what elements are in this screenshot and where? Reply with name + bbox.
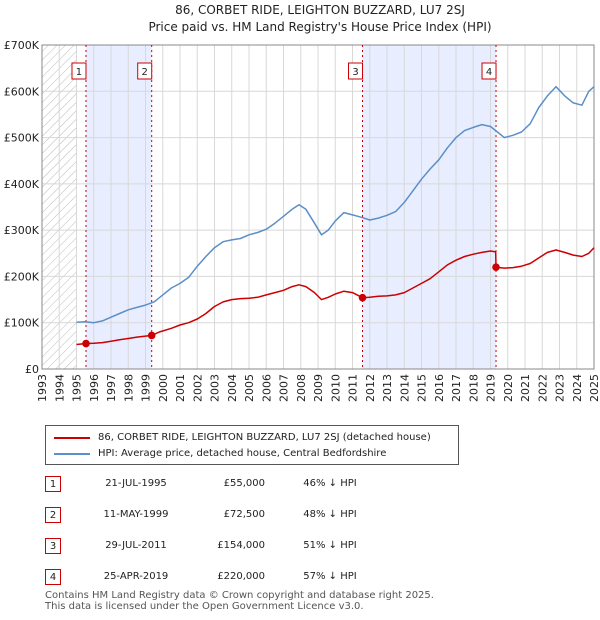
table-row: 2 11-MAY-1999 £72,500 48% ↓ HPI bbox=[45, 499, 425, 530]
sale-point bbox=[358, 293, 367, 302]
x-tick-label: 2015 bbox=[416, 374, 429, 402]
shaded-period bbox=[362, 45, 497, 369]
x-tick-label: 2003 bbox=[209, 374, 222, 402]
sale-date: 25-APR-2019 bbox=[103, 571, 169, 582]
legend-swatch-hpi bbox=[54, 452, 90, 455]
x-tick-label: 2017 bbox=[450, 374, 463, 402]
x-tick-label: 2001 bbox=[174, 374, 187, 402]
table-row: 4 25-APR-2019 £220,000 57% ↓ HPI bbox=[45, 561, 425, 592]
x-tick-label: 1996 bbox=[88, 374, 101, 402]
sale-number-badge: 1 bbox=[45, 476, 61, 492]
sale-date: 21-JUL-1995 bbox=[105, 478, 167, 489]
price-chart: 86, CORBET RIDE, LEIGHTON BUZZARD, LU7 2… bbox=[4, 3, 600, 402]
footer-line: This data is licensed under the Open Gov… bbox=[45, 601, 364, 612]
sale-hpi-delta: 46% ↓ HPI bbox=[303, 478, 357, 489]
sale-price: £220,000 bbox=[217, 571, 265, 582]
x-tick-label: 2023 bbox=[554, 374, 567, 402]
sale-number-badge: 4 bbox=[45, 569, 61, 585]
hpi-line bbox=[76, 85, 595, 324]
y-tick-label: £200K bbox=[4, 270, 40, 283]
sale-date: 29-JUL-2011 bbox=[105, 540, 167, 551]
x-tick-label: 1998 bbox=[122, 374, 135, 402]
x-tick-label: 2019 bbox=[485, 374, 498, 402]
sale-point bbox=[492, 263, 500, 271]
x-tick-label: 2013 bbox=[381, 374, 394, 402]
x-tick-label: 2018 bbox=[467, 374, 480, 402]
x-tick-label: 2002 bbox=[191, 374, 204, 402]
sale-price: £55,000 bbox=[223, 478, 265, 489]
x-tick-label: 2005 bbox=[243, 374, 256, 402]
sale-number-badge: 2 bbox=[45, 507, 61, 523]
y-tick-label: £300K bbox=[4, 224, 40, 237]
sales-table: 1 21-JUL-1995 £55,000 46% ↓ HPI 2 11-MAY… bbox=[45, 468, 425, 592]
property-price-line bbox=[76, 247, 595, 346]
table-row: 3 29-JUL-2011 £154,000 51% ↓ HPI bbox=[45, 530, 425, 561]
legend-label-property: 86, CORBET RIDE, LEIGHTON BUZZARD, LU7 2… bbox=[98, 432, 431, 443]
y-tick-label: £500K bbox=[4, 132, 40, 145]
x-tick-label: 2011 bbox=[347, 374, 360, 402]
sale-label-box bbox=[348, 62, 364, 80]
x-tick-label: 1993 bbox=[36, 374, 49, 402]
sale-label-box bbox=[137, 62, 153, 80]
sale-hpi-delta: 51% ↓ HPI bbox=[303, 540, 357, 551]
x-tick-label: 2016 bbox=[433, 374, 446, 402]
sale-hpi-delta: 57% ↓ HPI bbox=[303, 571, 357, 582]
x-tick-label: 2009 bbox=[312, 374, 325, 402]
sale-label-box bbox=[481, 62, 497, 80]
x-tick-label: 2025 bbox=[588, 374, 600, 402]
shaded-period bbox=[85, 45, 152, 369]
chart-subtitle: Price paid vs. HM Land Registry's House … bbox=[148, 20, 491, 34]
footer-line: Contains HM Land Registry data © Crown c… bbox=[45, 590, 434, 601]
x-tick-label: 2012 bbox=[364, 374, 377, 402]
sale-label-number: 2 bbox=[142, 67, 148, 78]
sale-price: £72,500 bbox=[223, 509, 265, 520]
x-tick-label: 1994 bbox=[53, 374, 66, 402]
x-tick-label: 1997 bbox=[105, 374, 118, 402]
y-tick-label: £0 bbox=[25, 363, 39, 376]
plot-border bbox=[41, 44, 595, 370]
y-tick-label: £600K bbox=[4, 85, 40, 98]
x-tick-label: 2007 bbox=[278, 374, 291, 402]
x-tick-label: 2004 bbox=[226, 374, 239, 402]
legend-swatch-property bbox=[54, 436, 90, 439]
chart-title: 86, CORBET RIDE, LEIGHTON BUZZARD, LU7 2… bbox=[175, 3, 465, 17]
table-row: 1 21-JUL-1995 £55,000 46% ↓ HPI bbox=[45, 468, 425, 499]
sale-number-badge: 3 bbox=[45, 538, 61, 554]
sale-point bbox=[147, 331, 156, 340]
x-tick-label: 1995 bbox=[71, 374, 84, 402]
sale-label-number: 1 bbox=[76, 67, 82, 78]
x-tick-label: 2008 bbox=[295, 374, 308, 402]
x-tick-label: 2010 bbox=[329, 374, 342, 402]
y-tick-label: £100K bbox=[4, 317, 40, 330]
x-tick-label: 2022 bbox=[536, 374, 549, 402]
x-tick-label: 2020 bbox=[502, 374, 515, 402]
sale-label-number: 4 bbox=[486, 67, 492, 78]
sale-point bbox=[82, 339, 90, 348]
x-tick-label: 2021 bbox=[519, 374, 532, 402]
legend-item-property: 86, CORBET RIDE, LEIGHTON BUZZARD, LU7 2… bbox=[54, 432, 431, 443]
y-tick-label: £400K bbox=[4, 178, 40, 191]
sale-price: £154,000 bbox=[217, 540, 265, 551]
x-tick-label: 2006 bbox=[260, 374, 273, 402]
legend-label-hpi: HPI: Average price, detached house, Cent… bbox=[98, 448, 387, 459]
sale-hpi-delta: 48% ↓ HPI bbox=[303, 509, 357, 520]
y-tick-label: £700K bbox=[4, 39, 40, 52]
sale-label-number: 3 bbox=[352, 67, 358, 78]
legend-item-hpi: HPI: Average price, detached house, Cent… bbox=[54, 448, 386, 459]
x-tick-label: 2024 bbox=[571, 374, 584, 402]
chart-legend: 86, CORBET RIDE, LEIGHTON BUZZARD, LU7 2… bbox=[45, 425, 459, 465]
footer-attribution: Contains HM Land Registry data © Crown c… bbox=[45, 590, 434, 612]
x-tick-label: 2014 bbox=[398, 374, 411, 402]
x-tick-label: 2000 bbox=[157, 374, 170, 402]
sale-label-box bbox=[71, 62, 87, 80]
sale-date: 11-MAY-1999 bbox=[103, 509, 169, 520]
x-tick-label: 1999 bbox=[140, 374, 153, 402]
